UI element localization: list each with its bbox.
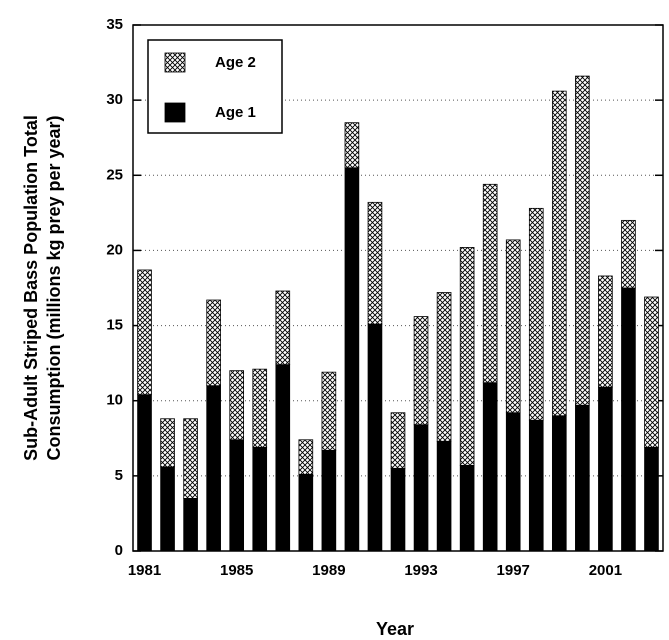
x-tick-label: 1981 bbox=[128, 562, 161, 579]
bar-segment bbox=[436, 292, 452, 442]
bar-segment bbox=[390, 467, 406, 552]
bar-segment bbox=[413, 424, 429, 552]
bar-segment bbox=[183, 418, 198, 499]
y-tick-label: 35 bbox=[106, 16, 123, 33]
bar-segment bbox=[621, 287, 636, 552]
bar-segment bbox=[390, 412, 406, 469]
y-tick-label: 25 bbox=[106, 166, 123, 183]
y-tick-label: 20 bbox=[106, 241, 123, 258]
bar-segment bbox=[598, 275, 613, 388]
bar-segment bbox=[482, 382, 498, 552]
bar-segment bbox=[575, 75, 590, 406]
bar-segment bbox=[505, 412, 521, 552]
bar-segment bbox=[551, 90, 567, 417]
bar-segment bbox=[644, 446, 659, 552]
bar-segment bbox=[275, 290, 291, 366]
plot-frame bbox=[132, 24, 664, 552]
bar-segment bbox=[528, 419, 544, 552]
bar-segment bbox=[137, 394, 152, 552]
y-tick-label: 30 bbox=[106, 91, 123, 108]
y-axis-label: Consumption (millions kg prey per year) bbox=[44, 115, 64, 460]
y-tick-label: 10 bbox=[106, 392, 123, 409]
y-tick-label: 0 bbox=[115, 542, 123, 559]
bar-segment bbox=[367, 201, 383, 325]
legend-swatch bbox=[164, 52, 186, 73]
bar-segment bbox=[459, 464, 475, 552]
bar-segment bbox=[229, 370, 245, 441]
bar-segment bbox=[160, 466, 175, 552]
bar-segment bbox=[206, 299, 221, 387]
bar-segment bbox=[275, 364, 291, 552]
legend-label: Age 1 bbox=[215, 104, 256, 121]
bar-segment bbox=[367, 323, 383, 552]
bar-segment bbox=[206, 385, 221, 552]
bar-segment bbox=[551, 415, 567, 552]
bar-segment bbox=[137, 269, 152, 396]
bar-segment bbox=[321, 371, 337, 451]
bar-segment bbox=[459, 247, 475, 466]
y-tick-label: 15 bbox=[106, 317, 123, 334]
bar-segment bbox=[482, 183, 498, 384]
bar-segment bbox=[644, 296, 659, 448]
bar-segment bbox=[160, 418, 175, 468]
legend-label: Age 2 bbox=[215, 54, 256, 71]
bar-segment bbox=[344, 167, 360, 552]
bar-segment bbox=[575, 404, 590, 552]
bar-segment bbox=[298, 473, 314, 552]
x-tick-label: 2001 bbox=[589, 562, 622, 579]
y-tick-label: 5 bbox=[115, 467, 123, 484]
x-tick-label: 1989 bbox=[312, 562, 345, 579]
bar-segment bbox=[229, 439, 245, 552]
x-tick-label: 1993 bbox=[404, 562, 437, 579]
bar-segment bbox=[505, 239, 521, 414]
bar-segment bbox=[436, 440, 452, 552]
x-tick-label: 1997 bbox=[497, 562, 530, 579]
bar-segment bbox=[413, 316, 429, 426]
bar-segment bbox=[528, 207, 544, 421]
bar-segment bbox=[252, 446, 268, 552]
bar-segment bbox=[252, 368, 268, 448]
bar-segment bbox=[598, 386, 613, 552]
bar-segment bbox=[298, 439, 314, 475]
legend-swatch bbox=[164, 102, 186, 123]
bar-segment bbox=[183, 497, 198, 552]
bar-segment bbox=[621, 219, 636, 289]
bar-segment bbox=[321, 449, 337, 552]
y-axis-label: Sub-Adult Striped Bass Population Total bbox=[21, 115, 41, 461]
bar-segment bbox=[344, 122, 360, 169]
x-axis-label: Year bbox=[376, 619, 414, 639]
x-tick-label: 1985 bbox=[220, 562, 253, 579]
